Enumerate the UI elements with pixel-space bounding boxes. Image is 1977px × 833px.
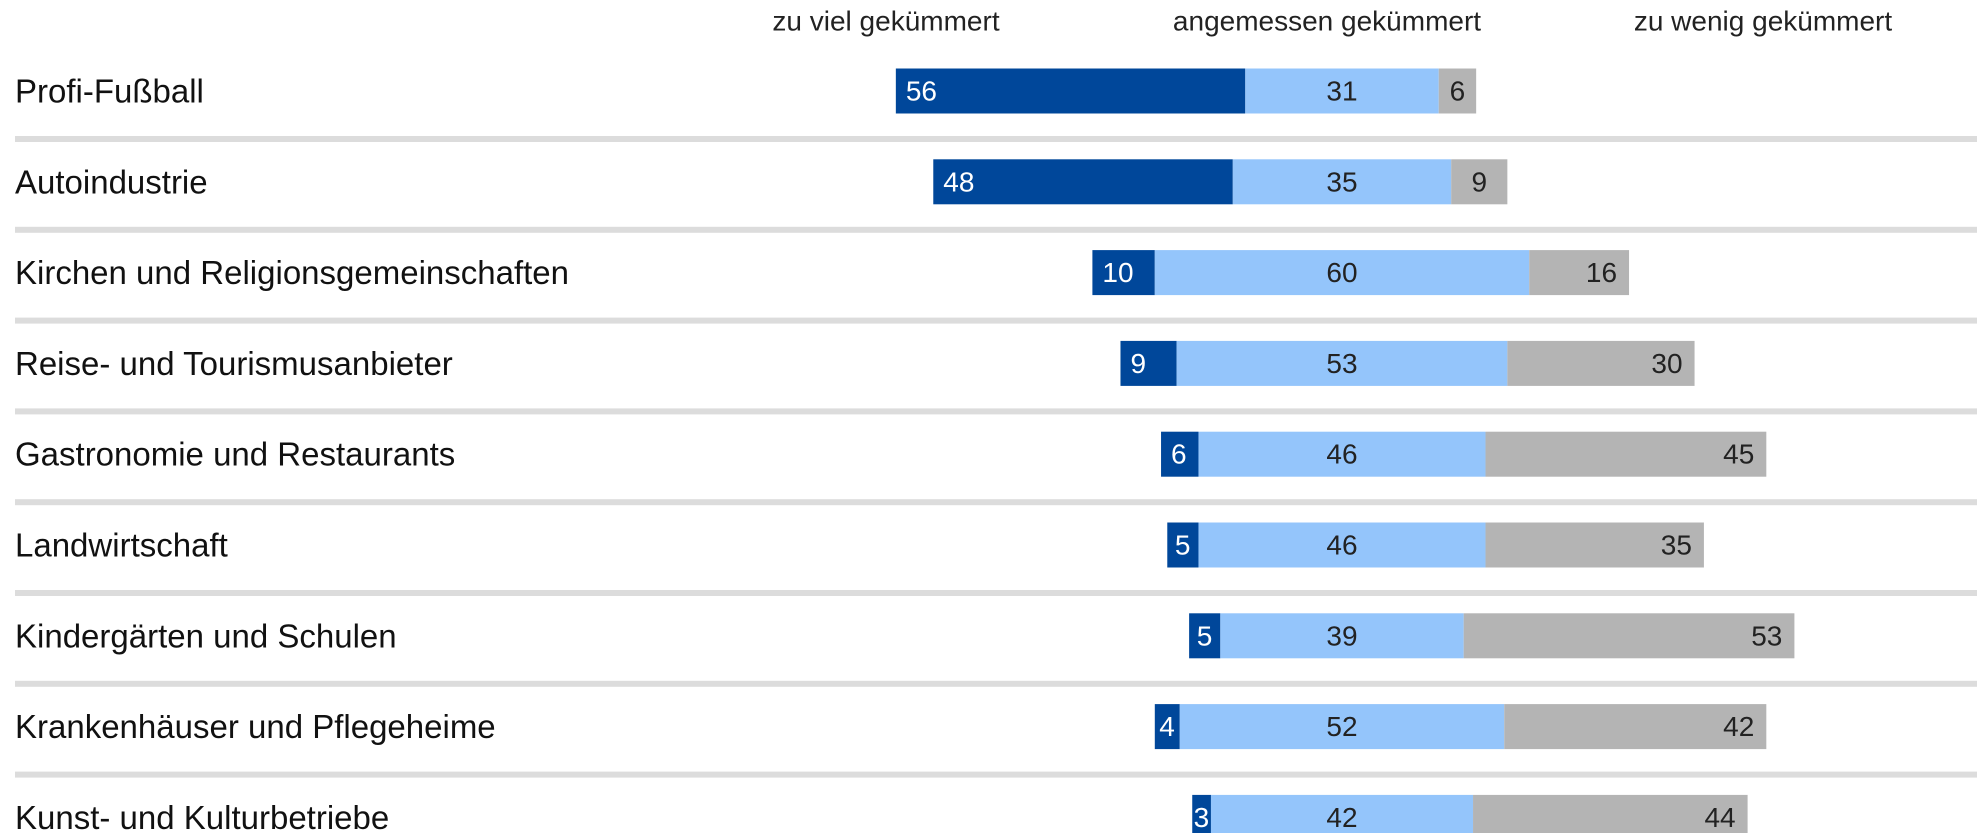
value-label: 39	[1326, 620, 1357, 651]
value-label: 35	[1661, 530, 1692, 561]
bar-segment	[1210, 794, 1474, 833]
value-label: 5	[1175, 530, 1191, 561]
row-separator	[15, 771, 1977, 778]
value-label: 42	[1326, 802, 1357, 833]
value-label: 46	[1326, 439, 1357, 470]
category-label: Gastronomie und Restaurants	[15, 436, 455, 473]
row-separator	[15, 136, 1977, 142]
bar-segment	[1463, 613, 1795, 659]
bar-segment	[1529, 250, 1630, 296]
value-label: 16	[1586, 257, 1617, 288]
row-separator	[15, 226, 1977, 233]
bar-segment	[1154, 250, 1530, 296]
category-label: Profi-Fußball	[15, 73, 204, 110]
value-label: 56	[906, 76, 937, 107]
value-label: 9	[1130, 348, 1146, 379]
row-separator	[15, 499, 1977, 506]
bar-segment	[1154, 704, 1180, 750]
category-label: Kindergärten und Schulen	[15, 617, 397, 654]
bar-segment	[1438, 68, 1477, 114]
value-label: 10	[1102, 257, 1133, 288]
category-label: Landwirtschaft	[15, 527, 228, 564]
row-separator	[15, 680, 1977, 687]
value-label: 35	[1326, 166, 1357, 197]
value-label: 6	[1450, 76, 1466, 107]
bar-segment	[1198, 431, 1486, 477]
bar-segment	[1220, 613, 1464, 659]
value-label: 45	[1723, 439, 1754, 470]
bar-segment	[1485, 522, 1704, 568]
value-label: 48	[943, 166, 974, 197]
bar-segment	[1120, 340, 1177, 386]
bar-segment	[1192, 794, 1211, 833]
bar-segment	[1167, 522, 1199, 568]
value-label: 60	[1326, 257, 1357, 288]
bar-segment	[1179, 704, 1505, 750]
bar-segment	[1189, 613, 1221, 659]
bar-segment	[1245, 68, 1439, 114]
bar-segment	[1473, 794, 1748, 833]
category-label: Kirchen und Religionsgemeinschaften	[15, 254, 569, 291]
bar-segment	[1232, 159, 1452, 205]
row-separator	[15, 408, 1977, 415]
bar-segment	[1485, 431, 1767, 477]
category-label: Reise- und Tourismusanbieter	[15, 345, 453, 382]
value-label: 6	[1171, 439, 1187, 470]
row-separator	[15, 590, 1977, 596]
value-label: 5	[1197, 620, 1213, 651]
legend-label: zu wenig gekümmert	[1634, 6, 1893, 37]
bar-segment	[895, 68, 1246, 114]
value-label: 3	[1194, 802, 1210, 833]
category-label: Kunst- und Kulturbetriebe	[15, 799, 389, 833]
legend-label: angemessen gekümmert	[1173, 6, 1481, 37]
value-label: 42	[1723, 711, 1754, 742]
value-label: 4	[1159, 711, 1175, 742]
row-separator	[15, 317, 1977, 324]
value-label: 53	[1751, 620, 1782, 651]
value-label: 53	[1326, 348, 1357, 379]
value-label: 30	[1651, 348, 1682, 379]
bar-segment	[1198, 522, 1486, 568]
category-label: Krankenhäuser und Pflegeheime	[15, 708, 496, 745]
bar-segment	[933, 159, 1233, 205]
value-label: 46	[1326, 530, 1357, 561]
bar-segment	[1504, 704, 1767, 750]
value-label: 31	[1326, 76, 1357, 107]
bar-segment	[1092, 250, 1155, 296]
legend-label: zu viel gekümmert	[772, 6, 999, 37]
value-label: 52	[1326, 711, 1357, 742]
category-label: Autoindustrie	[15, 163, 208, 200]
bar-segment	[1161, 431, 1199, 477]
bar-segment	[1507, 340, 1695, 386]
value-label: 9	[1471, 166, 1487, 197]
value-label: 44	[1704, 802, 1735, 833]
bar-segment	[1176, 340, 1508, 386]
bar-segment	[1451, 159, 1508, 205]
